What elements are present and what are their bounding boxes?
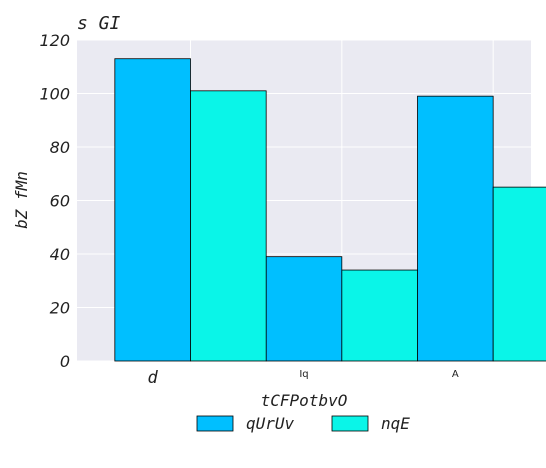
bar: [115, 59, 191, 361]
y-tick-label: 100: [39, 85, 70, 104]
y-tick-label: 0: [60, 352, 70, 371]
legend-label-series-2: nqE: [381, 414, 410, 433]
legend: qUrUv nqE: [197, 414, 410, 433]
legend-swatch-series-2: [332, 416, 368, 431]
x-tick-label: A: [452, 369, 459, 380]
bar: [266, 257, 342, 361]
y-tick-label: 40: [50, 245, 70, 264]
y-tick-label: 80: [50, 138, 70, 157]
y-tick-label: 60: [50, 192, 70, 211]
x-tick-label: Iq: [299, 369, 308, 380]
bar: [342, 270, 418, 361]
bar: [418, 96, 494, 361]
legend-label-series-1: qUrUv: [246, 414, 295, 433]
chart-title: s GI: [77, 13, 121, 34]
y-tick-label: 20: [50, 299, 70, 318]
y-tick-labels: 0 20 40 60 80 100 120: [39, 31, 70, 371]
y-axis-label: bZ fMn: [12, 171, 31, 229]
x-axis-label: tCFPotbvO: [261, 391, 348, 410]
bar: [493, 187, 546, 361]
x-tick-label: d: [148, 368, 159, 388]
x-tick-labels: d Iq A: [148, 368, 459, 388]
bar: [191, 91, 267, 361]
y-tick-label: 120: [39, 31, 70, 50]
legend-swatch-series-1: [197, 416, 233, 431]
